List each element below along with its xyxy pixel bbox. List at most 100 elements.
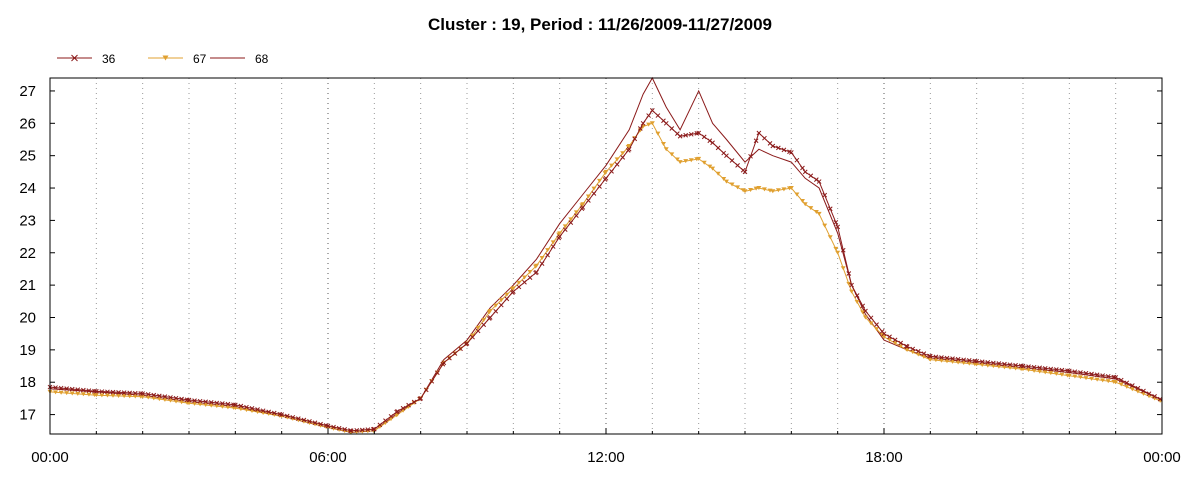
series-68 [49,76,1163,433]
data-point [179,396,184,402]
data-point [354,428,360,433]
data-point [707,164,713,169]
data-point [863,308,868,314]
data-point [816,211,822,216]
data-point [116,393,122,398]
data-point [1013,362,1018,368]
data-point [799,198,805,203]
data-point [203,399,209,405]
data-point [1118,382,1124,387]
data-point [781,147,787,153]
data-point [81,387,86,393]
data-point [620,151,626,156]
data-point [781,187,787,192]
data-point [898,344,904,349]
data-point [470,334,475,340]
data-point [609,163,615,168]
data-point [1100,373,1106,378]
data-point [1129,387,1135,392]
y-tick-label: 25 [19,148,36,165]
data-point [208,399,214,405]
data-point [775,188,781,193]
data-point [701,134,707,140]
data-point [138,391,144,396]
data-point [723,179,729,184]
data-point [637,126,643,131]
data-point [475,325,481,330]
data-point [910,350,916,355]
y-tick-label: 22 [19,245,36,262]
data-point [573,210,579,215]
data-point [290,414,296,420]
data-point [140,394,146,399]
data-point [116,390,121,395]
data-point [192,398,197,403]
data-point [979,363,985,368]
data-point [377,422,383,428]
data-point [173,395,179,401]
data-point [550,244,556,249]
data-point [649,108,655,113]
data-point [214,400,220,406]
data-point [58,385,64,391]
data-point [1037,369,1043,374]
data-point [464,341,470,346]
data-point [609,168,614,174]
data-point [632,136,638,142]
data-point [86,388,92,393]
data-point [840,266,846,271]
data-point [225,401,231,407]
data-point [86,392,92,397]
x-tick-label: 00:00 [31,449,69,466]
data-point [938,358,944,363]
data-point [156,393,162,399]
data-point [53,385,58,390]
data-point [715,171,721,176]
data-point [105,389,110,395]
data-point [1054,367,1059,372]
data-point [955,356,961,362]
data-point [955,360,961,365]
data-point [1083,376,1089,381]
data-point [545,252,550,258]
data-point [1048,366,1054,372]
y-tick-label: 20 [19,309,36,326]
data-point [729,182,735,187]
data-point [452,351,458,356]
x-tick-label: 18:00 [865,449,903,466]
data-point [388,413,394,419]
data-point [301,417,307,423]
data-point [710,166,716,171]
data-point [132,390,138,396]
data-point [921,351,927,356]
data-point [677,160,683,165]
data-point [688,131,694,137]
y-tick-label: 21 [19,277,36,294]
data-point [735,163,740,168]
data-point [813,177,819,182]
data-point [145,391,151,397]
data-point [271,410,277,416]
data-point [1129,383,1135,388]
data-point [753,186,759,191]
data-point [1072,374,1078,379]
data-point [1089,376,1095,381]
y-tick-label: 27 [19,83,36,100]
data-point [53,390,59,395]
data-point [881,334,887,339]
data-point [1013,366,1019,371]
y-tick-label: 23 [19,212,36,229]
data-point [961,357,967,363]
data-point [696,130,702,136]
legend-item-67: 67 [148,52,207,66]
data-point [904,347,910,352]
data-point [597,184,602,189]
data-point [69,386,75,392]
data-point [162,394,168,400]
data-point [827,206,833,212]
data-point [568,220,574,225]
data-point [545,248,551,253]
data-point [996,364,1002,369]
data-point [840,247,846,253]
